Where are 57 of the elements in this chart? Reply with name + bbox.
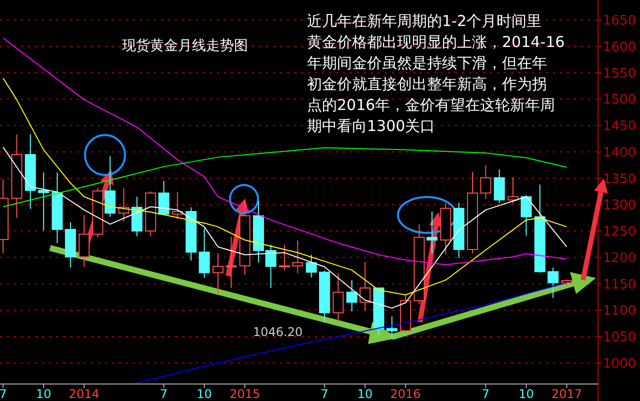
y-tick-label: 1100 (603, 304, 636, 319)
y-tick-label: 1450 (603, 119, 636, 134)
x-tick-label: 2017 (551, 387, 582, 401)
candlestick (480, 164, 492, 200)
x-tick-label: 7 (160, 387, 168, 401)
y-tick-label: 1650 (603, 14, 636, 29)
candlestick (453, 202, 464, 258)
x-tick-label: 10 (36, 387, 52, 401)
line-series (2, 147, 568, 208)
x-tick-label: 10 (357, 387, 373, 401)
annotation: 点的2016年，金价有望在这轮新年周 (307, 96, 556, 114)
candlestick (78, 214, 90, 268)
x-tick-label: 7 (320, 387, 328, 401)
candlestick (131, 196, 142, 237)
x-tick-label: 2015 (230, 387, 260, 401)
y-tick-label: 1350 (603, 172, 636, 187)
y-tick-label: 1250 (603, 224, 636, 240)
y-tick-label: 1000 (603, 356, 636, 372)
x-tick-label: 10 (518, 387, 534, 401)
x-tick-label: 2014 (68, 387, 100, 401)
annotation: 1046.20 (253, 325, 303, 339)
candlestick (104, 156, 116, 218)
candlestick (360, 262, 371, 312)
candlestick (346, 280, 358, 312)
x-tick-label: 7 (0, 387, 7, 401)
candlestick (24, 133, 36, 210)
annotation: 近几年在新年周期的1-2个月时间里 (307, 12, 542, 30)
candlestick (64, 222, 76, 268)
y-tick-label: 1400 (603, 145, 636, 160)
candlestick (212, 252, 224, 294)
x-tick-label: 10 (196, 387, 212, 401)
y-tick-label: 1050 (603, 330, 636, 346)
y-tick-label: 1600 (603, 40, 636, 55)
candlestick (386, 316, 398, 340)
annotation: 年期间金价虽然是持续下滑，但在年 (307, 54, 547, 72)
candlestick (52, 172, 63, 244)
candlestick (239, 200, 250, 276)
candlestick (198, 228, 210, 278)
line-series (2, 146, 568, 309)
candlestick (38, 172, 50, 232)
annotation: 期中看向1300关口 (307, 117, 436, 135)
candlestick (426, 211, 438, 254)
y-tick-label: 1500 (603, 92, 636, 108)
x-tick-label: 2016 (390, 387, 421, 401)
x-tick-label: 7 (482, 387, 490, 401)
annotation: 黄金价格都出现明显的上涨，2014-16 (307, 33, 565, 51)
y-tick-label: 1550 (603, 66, 636, 82)
y-tick-label: 1200 (603, 250, 636, 266)
text: 现货黄金月线走势图 (122, 38, 248, 54)
annotation: 初金价就直接创出整年新高，作为拐 (307, 75, 547, 93)
candlestick (226, 236, 237, 288)
line-series (2, 78, 568, 296)
y-tick-label: 1300 (603, 198, 636, 214)
candlestick (440, 202, 452, 255)
candlestick (414, 224, 425, 305)
candlestick (11, 134, 22, 218)
y-tick-label: 1150 (603, 277, 636, 292)
